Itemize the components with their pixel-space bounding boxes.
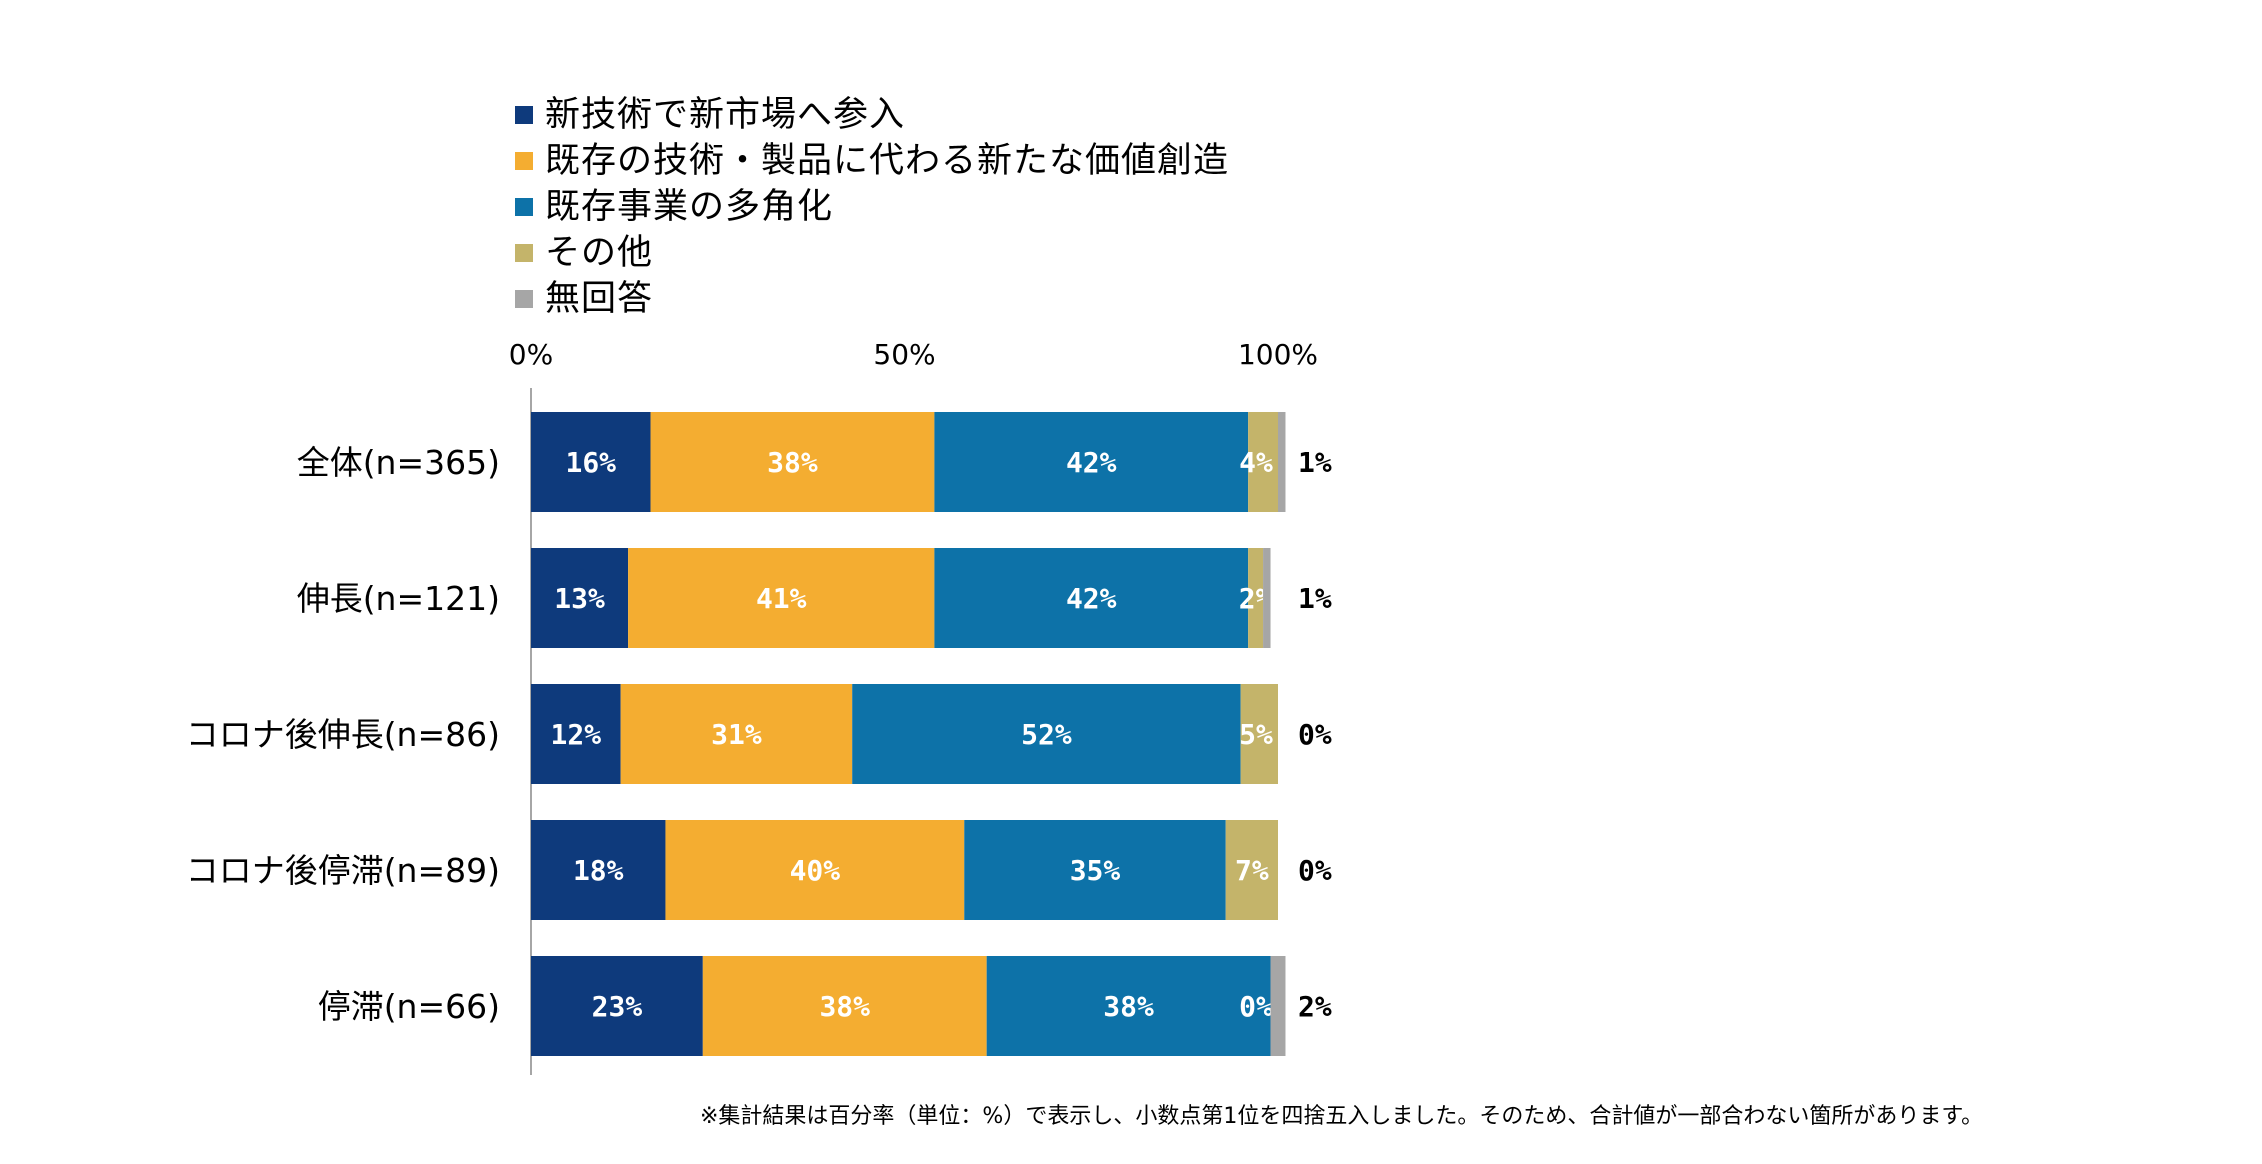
legend-item: 既存の技術・製品に代わる新たな価値創造 <box>515 138 1229 184</box>
bar-segment <box>531 684 621 784</box>
data-label: 0% <box>1239 990 1273 1023</box>
data-label: 42% <box>1066 582 1117 615</box>
legend-label: 無回答 <box>545 279 654 319</box>
bar-segment <box>1248 412 1278 512</box>
bar-segment <box>531 548 629 648</box>
data-label: 23% <box>592 990 643 1023</box>
bar-segment <box>934 548 1249 648</box>
category-label: コロナ後伸長(n=86) <box>186 715 500 754</box>
x-tick-label: 100% <box>1238 338 1318 371</box>
data-label: 2% <box>1298 990 1332 1023</box>
legend-item: 既存事業の多角化 <box>515 184 1229 230</box>
legend-swatch <box>515 244 533 262</box>
bar-segment <box>1240 684 1278 784</box>
data-label: 13% <box>554 582 605 615</box>
bar-segment <box>531 956 703 1056</box>
legend-label: 新技術で新市場へ参入 <box>545 95 906 135</box>
data-label: 31% <box>711 718 762 751</box>
data-label: 38% <box>1103 990 1154 1023</box>
bar-segment <box>702 956 987 1056</box>
legend-item: 無回答 <box>515 276 1229 322</box>
legend-label: その他 <box>545 233 654 273</box>
bar-segment <box>1270 956 1286 1056</box>
bar-segment <box>628 548 935 648</box>
data-label: 0% <box>1298 854 1332 887</box>
category-label: 全体(n=365) <box>297 443 500 482</box>
data-label: 1% <box>1298 446 1332 479</box>
data-label: 7% <box>1235 854 1269 887</box>
bar-segment <box>665 820 965 920</box>
x-tick-label: 50% <box>873 338 935 371</box>
data-label: 12% <box>551 718 602 751</box>
data-label: 40% <box>790 854 841 887</box>
category-label: 停滞(n=66) <box>318 987 500 1026</box>
bar-segment <box>964 820 1226 920</box>
legend-label: 既存事業の多角化 <box>545 187 834 227</box>
data-label: 52% <box>1021 718 1072 751</box>
data-label: 5% <box>1239 718 1273 751</box>
bar-segment <box>852 684 1241 784</box>
legend-swatch <box>515 152 533 170</box>
bar-segment <box>986 956 1271 1056</box>
data-label: 35% <box>1070 854 1121 887</box>
legend-item: その他 <box>515 230 1229 276</box>
legend-label: 既存の技術・製品に代わる新たな価値創造 <box>545 141 1230 181</box>
legend-swatch <box>515 106 533 124</box>
category-label: 伸長(n=121) <box>297 579 500 618</box>
legend-swatch <box>515 290 533 308</box>
data-label: 42% <box>1066 446 1117 479</box>
bar-segment <box>620 684 853 784</box>
data-label: 1% <box>1298 582 1332 615</box>
data-label: 0% <box>1298 718 1332 751</box>
category-label: コロナ後停滞(n=89) <box>186 851 500 890</box>
data-label: 4% <box>1239 446 1273 479</box>
legend-item: 新技術で新市場へ参入 <box>515 92 1229 138</box>
data-label: 41% <box>756 582 807 615</box>
bar-segment <box>1263 548 1271 648</box>
bar-segment <box>1225 820 1278 920</box>
data-label: 38% <box>819 990 870 1023</box>
bar-segment <box>531 412 651 512</box>
data-label: 16% <box>565 446 616 479</box>
bar-segment <box>1248 548 1264 648</box>
bar-segment <box>1278 412 1286 512</box>
bar-segment <box>650 412 935 512</box>
data-label: 18% <box>573 854 624 887</box>
legend-swatch <box>515 198 533 216</box>
chart-legend: 新技術で新市場へ参入既存の技術・製品に代わる新たな価値創造 既存事業の多角化 その他… <box>515 92 1229 322</box>
bar-segment <box>934 412 1249 512</box>
x-tick-label: 0% <box>509 338 553 371</box>
bar-segment <box>531 820 666 920</box>
footnote: ※集計結果は百分率（単位：%）で表示し、小数点第1位を四捨五入しました。そのため… <box>700 1104 1984 1129</box>
data-label: 38% <box>767 446 818 479</box>
